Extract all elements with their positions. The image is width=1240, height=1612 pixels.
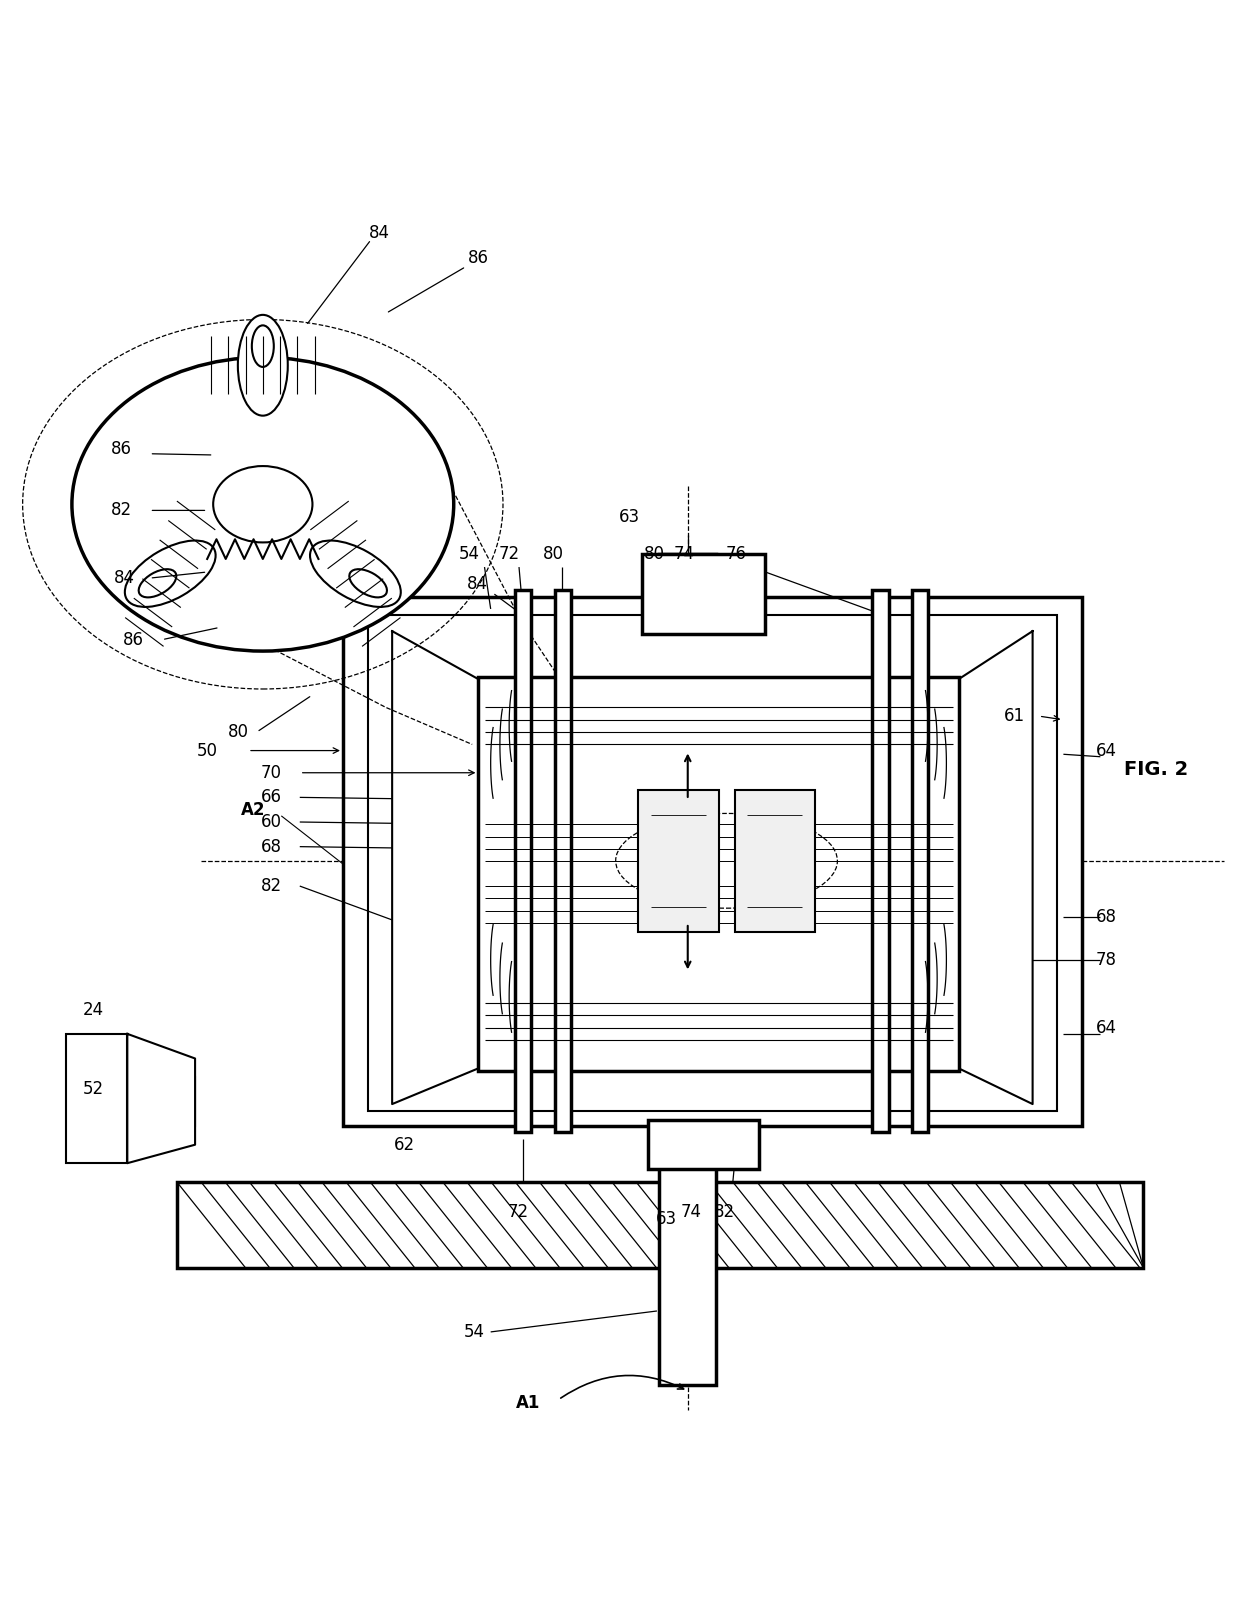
Text: 64: 64	[1096, 742, 1117, 759]
Text: 52: 52	[82, 1080, 103, 1098]
Text: 84: 84	[114, 569, 135, 587]
Text: 64: 64	[1096, 1019, 1117, 1037]
Polygon shape	[128, 1033, 195, 1164]
Text: 72: 72	[498, 545, 520, 563]
Text: FIG. 2: FIG. 2	[1123, 759, 1188, 779]
Ellipse shape	[238, 314, 288, 416]
Text: 84: 84	[370, 224, 391, 242]
Text: 24: 24	[82, 1001, 103, 1019]
Bar	[367, 616, 1058, 1111]
Ellipse shape	[72, 358, 454, 651]
Text: 82: 82	[110, 501, 131, 519]
Bar	[343, 596, 1081, 1127]
Text: 86: 86	[110, 440, 131, 458]
Text: 54: 54	[464, 1323, 485, 1341]
Text: 70: 70	[260, 764, 281, 782]
Bar	[176, 1077, 195, 1127]
Text: 68: 68	[260, 838, 281, 856]
Text: 86: 86	[467, 248, 489, 268]
Bar	[176, 1182, 1143, 1269]
Text: 68: 68	[1096, 908, 1117, 925]
Ellipse shape	[139, 569, 176, 598]
Text: 63: 63	[656, 1209, 677, 1228]
Text: 80: 80	[228, 724, 249, 742]
Text: 50: 50	[197, 742, 218, 759]
Text: 86: 86	[123, 630, 144, 648]
Text: 80: 80	[543, 545, 564, 563]
Text: 72: 72	[507, 1204, 528, 1222]
Text: 76: 76	[725, 545, 746, 563]
Text: 66: 66	[260, 788, 281, 806]
Text: 63: 63	[619, 508, 640, 526]
Text: A2: A2	[241, 801, 265, 819]
Bar	[66, 1033, 128, 1164]
Bar	[873, 590, 889, 1132]
Bar	[734, 790, 815, 932]
Text: 74: 74	[673, 545, 694, 563]
Text: 74: 74	[681, 1204, 702, 1222]
Text: 62: 62	[394, 1136, 415, 1154]
Text: 80: 80	[644, 545, 665, 563]
Bar	[642, 553, 765, 634]
Bar	[554, 590, 570, 1132]
Text: 82: 82	[714, 1204, 735, 1222]
Polygon shape	[392, 632, 479, 1104]
Text: 60: 60	[260, 812, 281, 832]
Bar	[479, 677, 959, 1070]
Ellipse shape	[350, 569, 387, 598]
Bar	[911, 590, 928, 1132]
Text: A1: A1	[516, 1394, 539, 1412]
Bar	[639, 790, 718, 932]
Text: 78: 78	[1096, 951, 1117, 969]
Bar	[649, 1120, 759, 1169]
Text: 61: 61	[1003, 708, 1024, 725]
Ellipse shape	[310, 540, 401, 608]
Ellipse shape	[252, 326, 274, 368]
Text: 84: 84	[466, 575, 487, 593]
Text: 54: 54	[459, 545, 480, 563]
Ellipse shape	[213, 466, 312, 542]
Ellipse shape	[125, 540, 216, 608]
Polygon shape	[959, 632, 1033, 1104]
Text: 82: 82	[260, 877, 281, 895]
Bar	[660, 553, 715, 621]
Bar	[516, 590, 531, 1132]
Bar	[660, 1127, 715, 1385]
